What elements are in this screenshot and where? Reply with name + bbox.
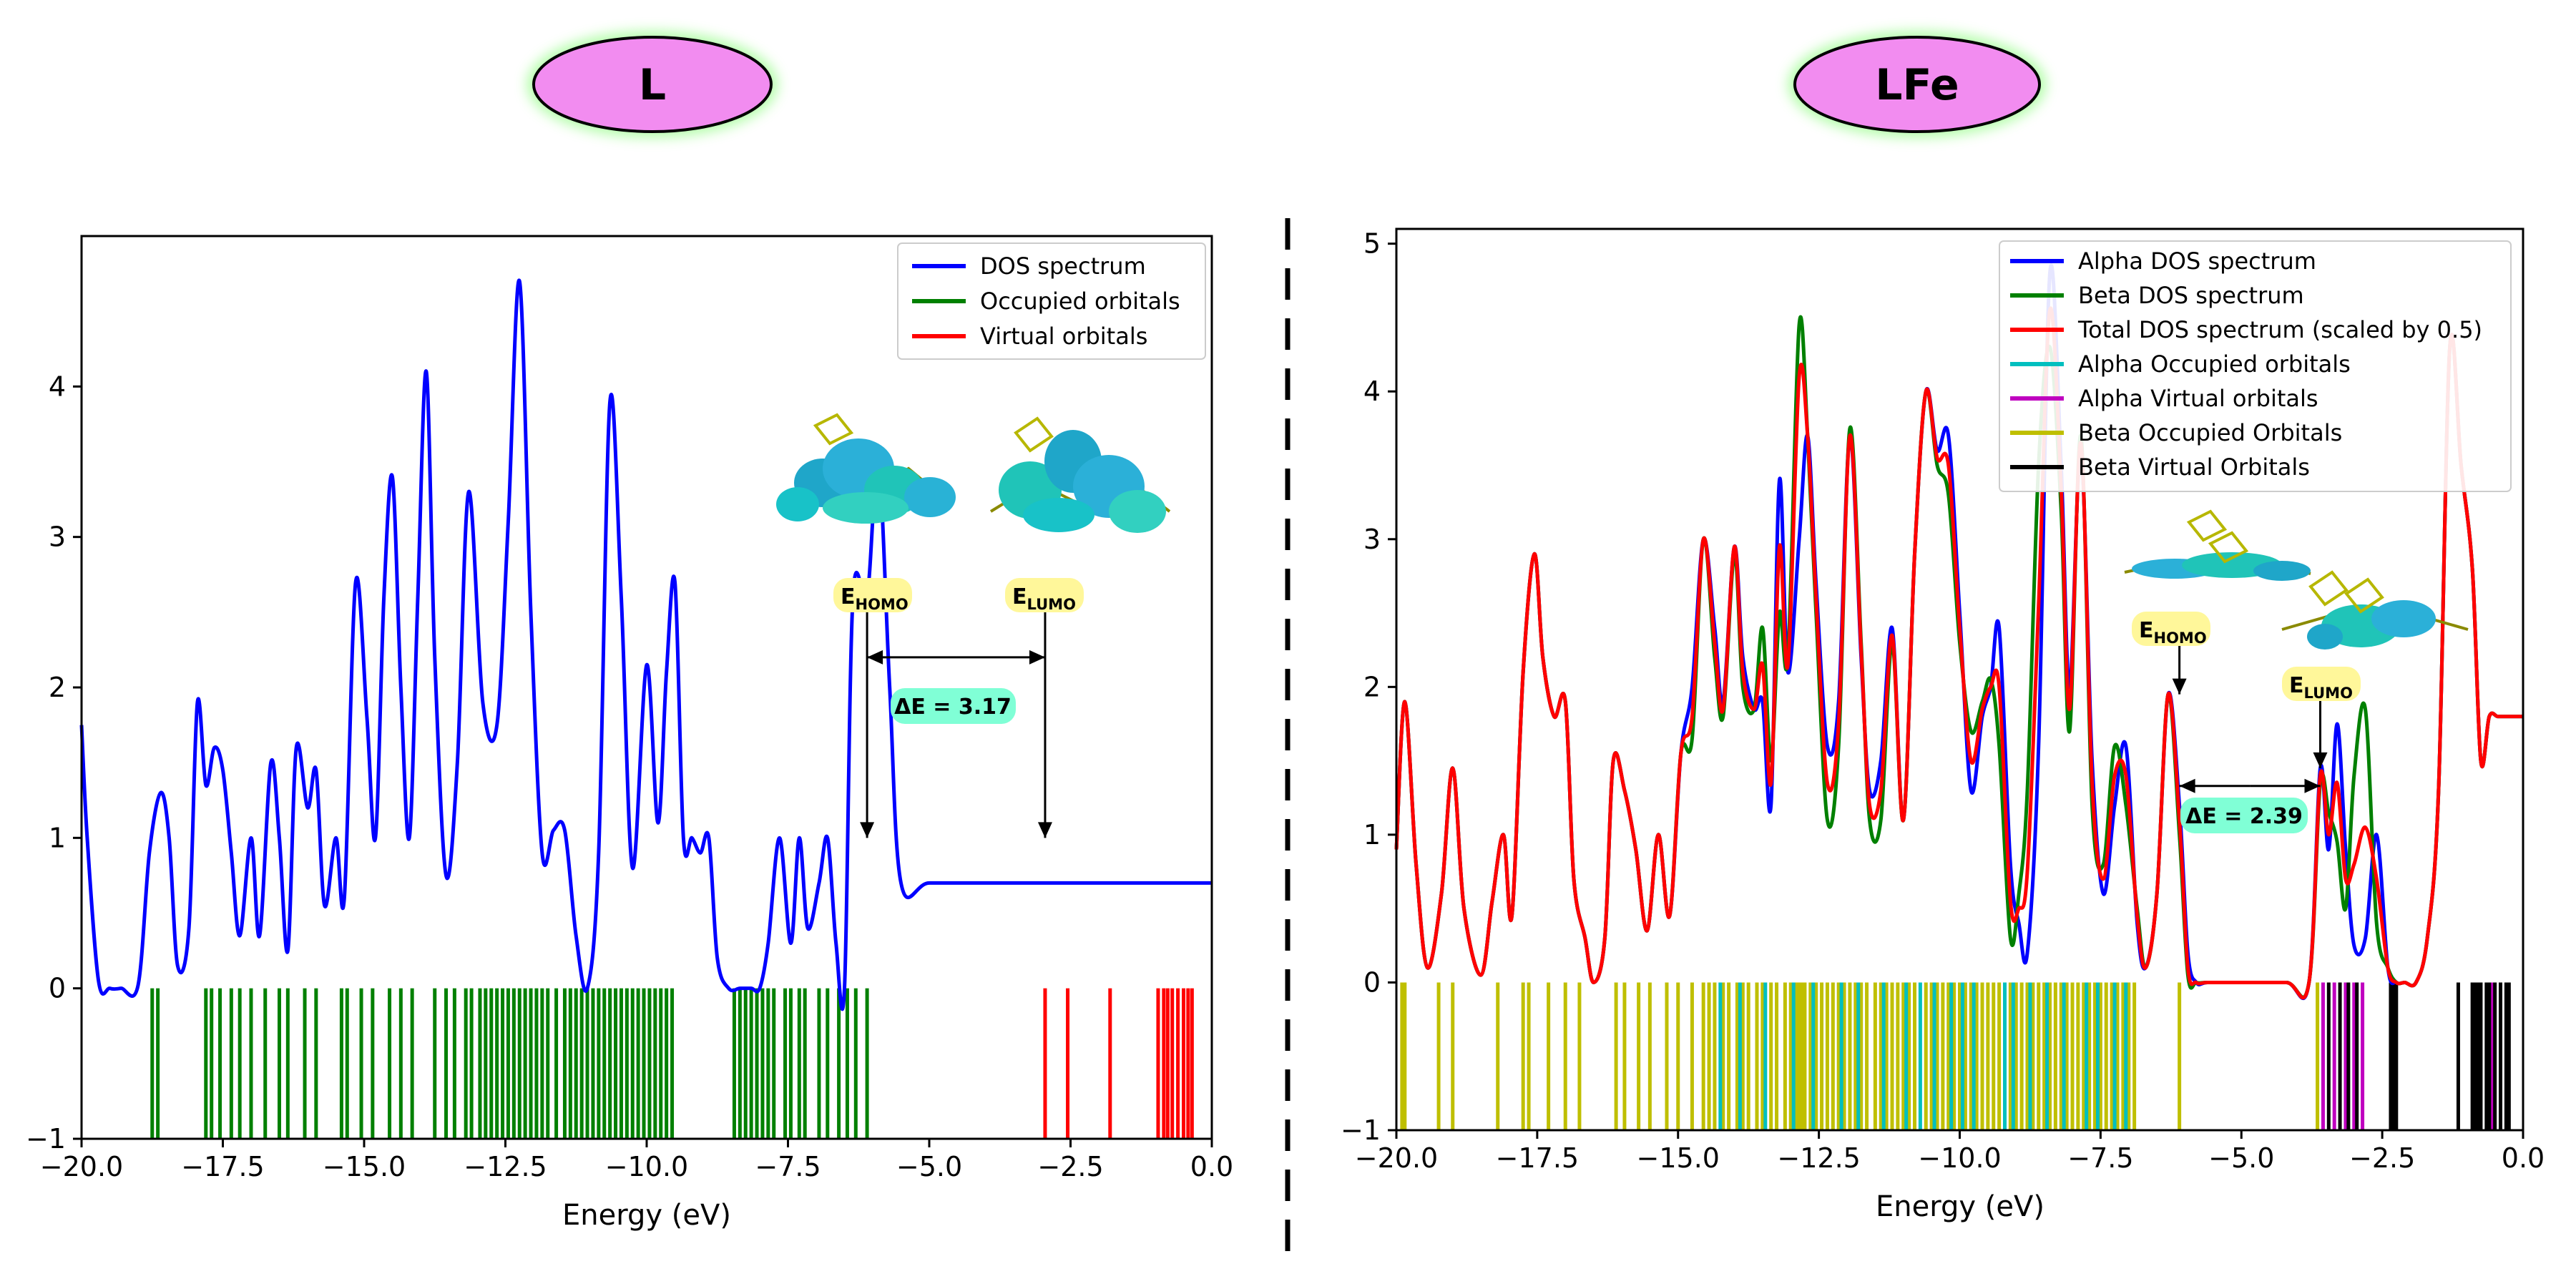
gap-arrow-right-head xyxy=(1029,650,1045,665)
x-tick-label: −20.0 xyxy=(1355,1142,1438,1174)
x-tick-label: 0.0 xyxy=(1190,1151,1233,1182)
homo-orbital-image-l xyxy=(776,413,956,524)
x-axis-label-l: Energy (eV) xyxy=(562,1199,731,1232)
legend-entry-total-dos: Total DOS spectrum (scaled by 0.5) xyxy=(2077,316,2482,343)
orbital-sticks-lfe xyxy=(1400,982,2511,1130)
lumo-arrow-head xyxy=(2313,752,2328,768)
homo-label-main: E xyxy=(841,584,856,609)
badge-lfe: LFe xyxy=(1788,31,2046,137)
lumo-annotation-lfe: ELUMO xyxy=(2282,667,2361,702)
svg-text:EHOMO: EHOMO xyxy=(841,584,909,613)
x-tick-label: −2.5 xyxy=(1037,1151,1103,1182)
gap-label-l: ΔE = 3.17 xyxy=(891,688,1016,724)
svg-text:ELUMO: ELUMO xyxy=(2289,673,2353,702)
gap-label-text-lfe: ΔE = 2.39 xyxy=(2185,804,2303,829)
homo-label-main: E xyxy=(2139,618,2154,643)
y-tick-label: 1 xyxy=(1363,819,1381,851)
x-tick-label: −12.5 xyxy=(1777,1142,1860,1174)
axis-ticks-l: −20.0 −17.5 −15.0 −12.5 −10.0 −7.5 −5.0 −2.5 0.0… xyxy=(26,371,1233,1182)
lumo-label-main: E xyxy=(1012,584,1027,609)
homo-orbital-image-lfe xyxy=(2124,509,2311,581)
lumo-label-sub: LUMO xyxy=(2304,685,2353,702)
homo-annotation-l: EHOMO xyxy=(833,578,912,613)
y-tick-label: −1 xyxy=(1341,1114,1381,1146)
y-tick-label: 4 xyxy=(49,371,66,402)
legend-entry-beta-virtual: Beta Virtual Orbitals xyxy=(2078,454,2310,481)
annotation-arrows-l xyxy=(860,612,1052,838)
legend-entry-beta-dos: Beta DOS spectrum xyxy=(2078,282,2304,309)
x-tick-label: −17.5 xyxy=(1496,1142,1579,1174)
homo-arrow-head xyxy=(2172,678,2187,695)
legend-entry-beta-occupied: Beta Occupied Orbitals xyxy=(2078,419,2342,446)
x-tick-label: −7.5 xyxy=(755,1151,821,1182)
legend-entry-alpha-virtual: Alpha Virtual orbitals xyxy=(2078,385,2318,412)
dos-curves-lfe xyxy=(1394,263,2523,1000)
lumo-orbital-image-l xyxy=(989,416,1171,533)
homo-label-sub: HOMO xyxy=(2154,629,2207,647)
plot-area-l xyxy=(82,236,1212,1139)
y-tick-label: 3 xyxy=(1363,524,1381,555)
x-tick-label: −5.0 xyxy=(2208,1142,2274,1174)
gap-arrow-left-head xyxy=(867,650,883,665)
x-tick-label: −2.5 xyxy=(2349,1142,2415,1174)
x-tick-label: −17.5 xyxy=(181,1151,264,1182)
legend-entry-occupied: Occupied orbitals xyxy=(980,288,1180,315)
y-tick-label: 2 xyxy=(49,672,66,703)
x-tick-label: −5.0 xyxy=(896,1151,962,1182)
y-tick-label: 1 xyxy=(49,822,66,853)
x-tick-label: −10.0 xyxy=(605,1151,688,1182)
x-tick-label: −20.0 xyxy=(40,1151,123,1182)
legend-l: DOS spectrum Occupied orbitals Virtual o… xyxy=(897,242,1206,360)
gap-label-lfe: ΔE = 2.39 xyxy=(2180,798,2308,833)
axis-ticks-lfe: −20.0 −17.5 −15.0 −12.5 −10.0 −7.5 −5.0 −2.5 0.0… xyxy=(1341,228,2545,1174)
orbital-sticks-l xyxy=(150,988,1194,1139)
lumo-annotation-l: ELUMO xyxy=(1005,578,1084,613)
x-tick-label: −12.5 xyxy=(464,1151,547,1182)
panel-l-plot: −20.0 −17.5 −15.0 −12.5 −10.0 −7.5 −5.0 −2.5 0.0… xyxy=(26,235,1233,1232)
y-tick-label: 0 xyxy=(1363,966,1381,998)
x-tick-label: −10.0 xyxy=(1918,1142,2001,1174)
legend-entry-dos: DOS spectrum xyxy=(980,253,1146,280)
lumo-orbital-image-lfe xyxy=(2281,570,2469,650)
legend-lfe: Alpha DOS spectrum Beta DOS spectrum Tot… xyxy=(1999,240,2512,492)
legend-entry-virtual: Virtual orbitals xyxy=(980,323,1147,350)
gap-label-text-l: ΔE = 3.17 xyxy=(894,695,1012,720)
svg-text:EHOMO: EHOMO xyxy=(2139,618,2207,647)
badge-lfe-text: LFe xyxy=(1875,60,1959,110)
y-tick-label: 5 xyxy=(1363,228,1381,260)
panel-lfe-plot: −20.0 −17.5 −15.0 −12.5 −10.0 −7.5 −5.0 −2.5 0.0… xyxy=(1341,227,2545,1223)
x-tick-label: −15.0 xyxy=(1637,1142,1720,1174)
badge-l-text: L xyxy=(639,60,666,110)
legend-entry-alpha-dos: Alpha DOS spectrum xyxy=(2078,248,2316,275)
x-tick-label: −15.0 xyxy=(323,1151,406,1182)
x-tick-label: −7.5 xyxy=(2067,1142,2133,1174)
gap-arrow-right-head xyxy=(2304,778,2321,793)
lumo-label-sub: LUMO xyxy=(1027,596,1076,613)
x-axis-label-lfe: Energy (eV) xyxy=(1876,1190,2044,1223)
svg-text:ELUMO: ELUMO xyxy=(1012,584,1076,613)
y-tick-label: 2 xyxy=(1363,671,1381,702)
lumo-arrow-head xyxy=(1037,822,1052,838)
y-tick-label: −1 xyxy=(26,1123,66,1155)
y-tick-label: 4 xyxy=(1363,376,1381,407)
x-tick-label: 0.0 xyxy=(2502,1142,2545,1174)
homo-arrow-head xyxy=(860,822,875,838)
gap-arrow-left-head xyxy=(2179,778,2195,793)
lumo-label-main: E xyxy=(2289,673,2304,698)
homo-annotation-lfe: EHOMO xyxy=(2132,612,2210,647)
homo-label-sub: HOMO xyxy=(856,596,909,613)
annotation-arrows-lfe xyxy=(2172,646,2328,793)
legend-entry-alpha-occupied: Alpha Occupied orbitals xyxy=(2078,351,2351,378)
y-tick-label: 0 xyxy=(49,973,66,1004)
y-tick-label: 3 xyxy=(49,521,66,553)
total-dos-spectrum-scaled-by-0-5-line xyxy=(1394,306,2523,1000)
badge-l: L xyxy=(527,31,778,137)
